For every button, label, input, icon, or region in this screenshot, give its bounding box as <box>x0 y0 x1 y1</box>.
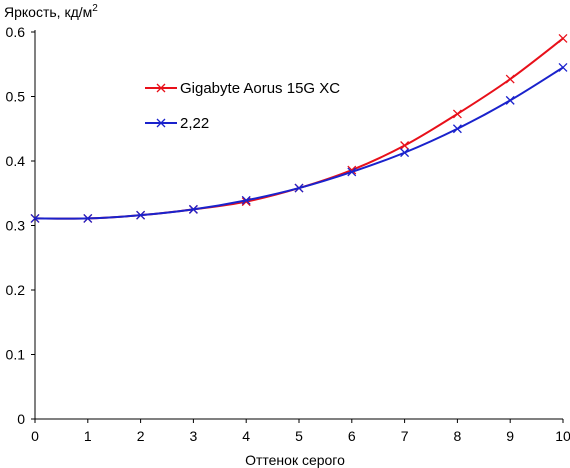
x-tick-label: 4 <box>242 428 250 444</box>
data-point-marker <box>452 109 462 119</box>
x-tick-label: 8 <box>454 428 462 444</box>
data-point-marker <box>505 74 515 84</box>
series-line <box>34 37 564 220</box>
data-point-marker <box>452 124 462 134</box>
y-tick-label: 0.3 <box>6 218 26 234</box>
data-point-marker <box>400 148 410 158</box>
legend: Gigabyte Aorus 15G XC 2,22 <box>145 80 340 132</box>
x-tick-label: 0 <box>31 428 39 444</box>
x-tick-label: 10 <box>555 428 570 444</box>
series-2 <box>30 63 568 223</box>
data-point-marker <box>505 95 515 105</box>
x-tick-label: 9 <box>506 428 514 444</box>
y-tick-label: 0.5 <box>6 89 26 105</box>
x-tick-label: 1 <box>84 428 92 444</box>
y-tick-label: 0.2 <box>6 282 26 298</box>
data-point-marker <box>558 63 568 72</box>
data-point-marker <box>30 213 40 223</box>
axes: 0 0.1 0.2 0.3 0.4 0.5 0.6 0 1 2 3 4 5 6 7 8 9 10 <box>6 24 570 444</box>
legend-label: 2,22 <box>180 115 209 132</box>
legend-marker <box>156 83 166 93</box>
x-tick-label: 7 <box>401 428 409 444</box>
y-axis-title: Яркость, кд/м2 <box>4 3 98 20</box>
y-tick-label: 0.6 <box>6 24 26 40</box>
x-tick-label: 3 <box>190 428 198 444</box>
legend-item: 2,22 <box>145 115 209 132</box>
data-point-marker <box>294 183 304 193</box>
y-tick-label: 0 <box>17 411 25 427</box>
data-point-marker <box>188 204 198 214</box>
data-point-marker <box>83 213 93 223</box>
data-point-marker <box>347 167 357 177</box>
legend-label: Gigabyte Aorus 15G XC <box>180 80 340 97</box>
legend-item: Gigabyte Aorus 15G XC <box>145 80 340 97</box>
x-axis-title: Оттенок серого <box>245 452 345 468</box>
series-layer <box>30 33 568 223</box>
x-tick-label: 5 <box>295 428 303 444</box>
data-point-marker <box>400 141 410 150</box>
series-1 <box>30 33 568 223</box>
data-point-marker <box>558 33 568 43</box>
x-tick-label: 2 <box>137 428 145 444</box>
data-point-marker <box>241 195 251 205</box>
x-tick-label: 6 <box>348 428 356 444</box>
y-tick-label: 0.1 <box>6 347 26 363</box>
y-tick-label: 0.4 <box>6 153 26 169</box>
legend-marker <box>156 118 166 128</box>
data-point-marker <box>136 210 146 220</box>
y-axis-title-superscript: 2 <box>92 3 98 14</box>
